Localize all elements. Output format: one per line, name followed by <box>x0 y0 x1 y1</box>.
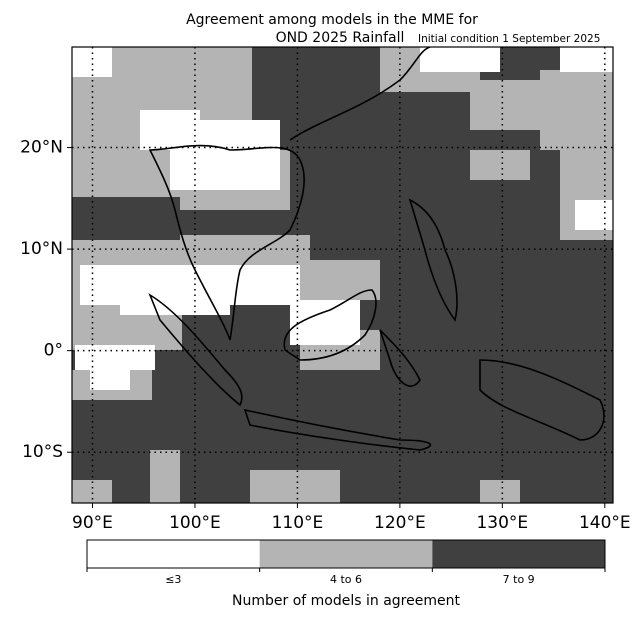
colorbar-label: ≤3 <box>165 573 181 586</box>
x-tick-label: 130°E <box>476 513 528 533</box>
colorbar-frame <box>86 539 606 569</box>
x-tick-label: 120°E <box>374 513 426 533</box>
title: Agreement among models in the MME for <box>186 12 478 28</box>
y-tick-label: 0° <box>44 341 63 361</box>
map <box>72 47 613 503</box>
colorbar-label: 4 to 6 <box>330 573 362 586</box>
colorbar-label: 7 to 9 <box>503 573 535 586</box>
initial-condition: Initial condition 1 September 2025 <box>418 33 600 45</box>
colorbar-title: Number of models in agreement <box>232 593 460 609</box>
low-agreement-area <box>72 47 613 390</box>
y-tick-label: 10°S <box>22 442 63 462</box>
x-tick-label: 100°E <box>169 513 221 533</box>
y-tick-label: 20°N <box>20 138 63 158</box>
map-frame <box>71 46 614 504</box>
x-tick-label: 90°E <box>72 513 113 533</box>
colorbar-swatch <box>259 540 433 568</box>
colorbar-swatch <box>432 540 605 568</box>
x-tick-label: 110°E <box>272 513 324 533</box>
subtitle: OND 2025 Rainfall <box>276 30 405 46</box>
colorbar-swatch <box>87 540 260 568</box>
y-tick-label: 10°N <box>20 239 63 259</box>
x-tick-label: 140°E <box>579 513 631 533</box>
